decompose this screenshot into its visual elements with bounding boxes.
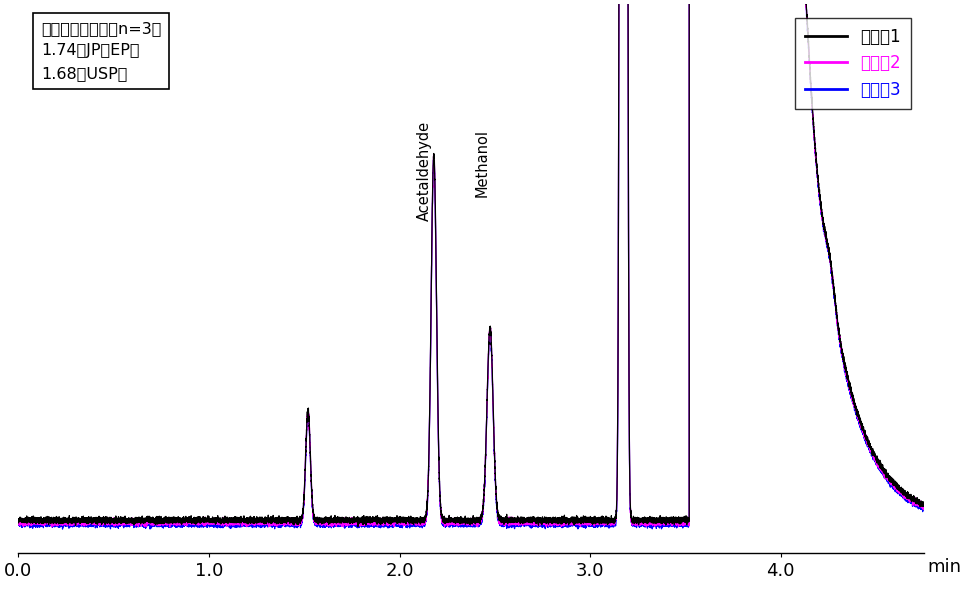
Legend: データ1, データ2, データ3: データ1, データ2, データ3: [795, 18, 911, 108]
Text: 分離度の平均値（n=3）
1.74（JP、EP）
1.68（USP）: 分離度の平均値（n=3） 1.74（JP、EP） 1.68（USP）: [41, 21, 161, 81]
Text: Acetaldehyde: Acetaldehyde: [417, 120, 431, 221]
Text: Methanol: Methanol: [475, 129, 490, 197]
Text: min: min: [927, 558, 961, 576]
